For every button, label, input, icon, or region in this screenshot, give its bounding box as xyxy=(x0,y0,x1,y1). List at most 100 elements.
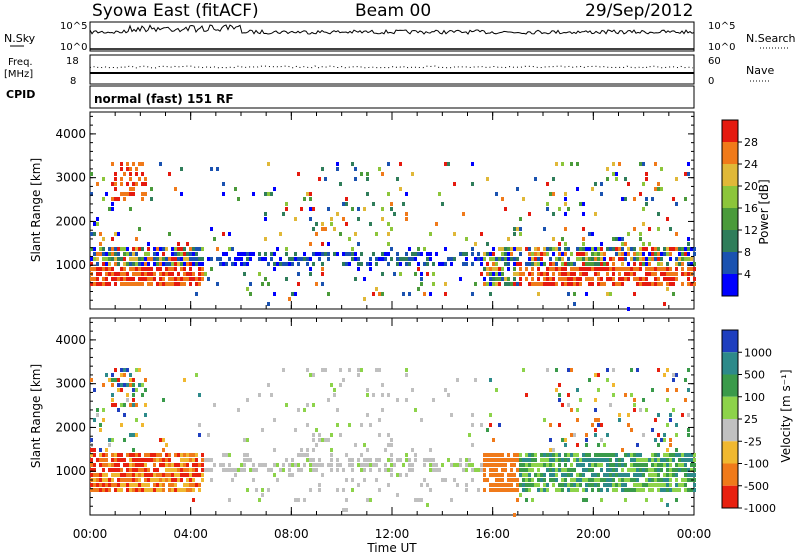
echo-cell xyxy=(429,468,432,472)
echo-cell xyxy=(198,282,201,286)
echo-cell xyxy=(114,262,117,266)
echo-cell xyxy=(96,478,99,482)
echo-cell xyxy=(141,383,144,387)
echo-cell xyxy=(615,282,618,286)
echo-cell xyxy=(642,277,645,281)
echo-cell xyxy=(186,252,189,256)
echo-cell xyxy=(333,252,336,256)
echo-cell xyxy=(564,458,567,462)
echo-cell xyxy=(336,423,339,427)
echo-cell xyxy=(579,257,582,261)
echo-cell xyxy=(618,478,621,482)
echo-cell xyxy=(681,458,684,462)
echo-cell xyxy=(633,197,636,201)
echo-cell xyxy=(288,473,291,477)
echo-cell xyxy=(570,267,573,271)
echo-cell xyxy=(117,473,120,477)
echo-cell xyxy=(621,247,624,251)
echo-cell xyxy=(606,433,609,437)
echo-cell xyxy=(381,257,384,261)
echo-cell xyxy=(594,252,597,256)
echo-cell xyxy=(591,257,594,261)
echo-cell xyxy=(159,257,162,261)
echo-cell xyxy=(585,483,588,487)
echo-cell xyxy=(312,403,315,407)
echo-cell xyxy=(489,458,492,462)
echo-cell xyxy=(360,262,363,266)
echo-cell xyxy=(684,257,687,261)
echo-cell xyxy=(450,463,453,467)
echo-cell xyxy=(597,443,600,447)
echo-cell xyxy=(330,468,333,472)
echo-cell xyxy=(234,468,237,472)
echo-cell xyxy=(132,187,135,191)
echo-cell xyxy=(483,257,486,261)
echo-cell xyxy=(636,252,639,256)
echo-cell xyxy=(321,267,324,271)
echo-cell xyxy=(546,202,549,206)
echo-cell xyxy=(489,423,492,427)
colorbar-segment xyxy=(722,463,738,486)
echo-cell xyxy=(534,247,537,251)
echo-cell xyxy=(111,373,114,377)
echo-cell xyxy=(198,267,201,271)
echo-cell xyxy=(138,468,141,472)
echo-cell xyxy=(648,488,651,492)
echo-cell xyxy=(114,187,117,191)
echo-cell xyxy=(135,368,138,372)
echo-cell xyxy=(600,242,603,246)
echo-cell xyxy=(666,398,669,402)
echo-cell xyxy=(345,453,348,457)
echo-cell xyxy=(369,498,372,502)
echo-cell xyxy=(663,453,666,457)
echo-cell xyxy=(387,443,390,447)
echo-cell xyxy=(585,272,588,276)
echo-cell xyxy=(354,232,357,236)
echo-cell xyxy=(264,217,267,221)
echo-cell xyxy=(546,483,549,487)
echo-cell xyxy=(297,262,300,266)
echo-cell xyxy=(132,468,135,472)
echo-cell xyxy=(504,257,507,261)
echo-cell xyxy=(156,488,159,492)
echo-cell xyxy=(564,262,567,266)
echo-cell xyxy=(684,398,687,402)
echo-cell xyxy=(321,282,324,286)
echo-cell xyxy=(387,232,390,236)
echo-cell xyxy=(156,453,159,457)
echo-cell xyxy=(567,207,570,211)
echo-cell xyxy=(189,272,192,276)
echo-cell xyxy=(567,277,570,281)
echo-cell xyxy=(567,468,570,472)
echo-cell xyxy=(630,368,633,372)
echo-cell xyxy=(540,282,543,286)
echo-cell xyxy=(147,267,150,271)
echo-cell xyxy=(108,262,111,266)
echo-cell xyxy=(216,247,219,251)
echo-cell xyxy=(264,257,267,261)
echo-cell xyxy=(108,257,111,261)
echo-cell xyxy=(654,438,657,442)
echo-cell xyxy=(627,182,630,186)
echo-cell xyxy=(513,267,516,271)
echo-cell xyxy=(552,473,555,477)
echo-cell xyxy=(123,172,126,176)
echo-cell xyxy=(378,418,381,422)
echo-cell xyxy=(657,443,660,447)
echo-cell xyxy=(594,272,597,276)
echo-cell xyxy=(597,463,600,467)
echo-cell xyxy=(603,262,606,266)
echo-cell xyxy=(111,478,114,482)
echo-cell xyxy=(447,257,450,261)
echo-cell xyxy=(408,292,411,296)
echo-cell xyxy=(495,458,498,462)
echo-cell xyxy=(153,252,156,256)
echo-cell xyxy=(384,252,387,256)
echo-cell xyxy=(552,478,555,482)
echo-cell xyxy=(150,458,153,462)
echo-cell xyxy=(189,468,192,472)
echo-cell xyxy=(567,483,570,487)
echo-cell xyxy=(657,182,660,186)
echo-cell xyxy=(564,483,567,487)
echo-cell xyxy=(132,383,135,387)
